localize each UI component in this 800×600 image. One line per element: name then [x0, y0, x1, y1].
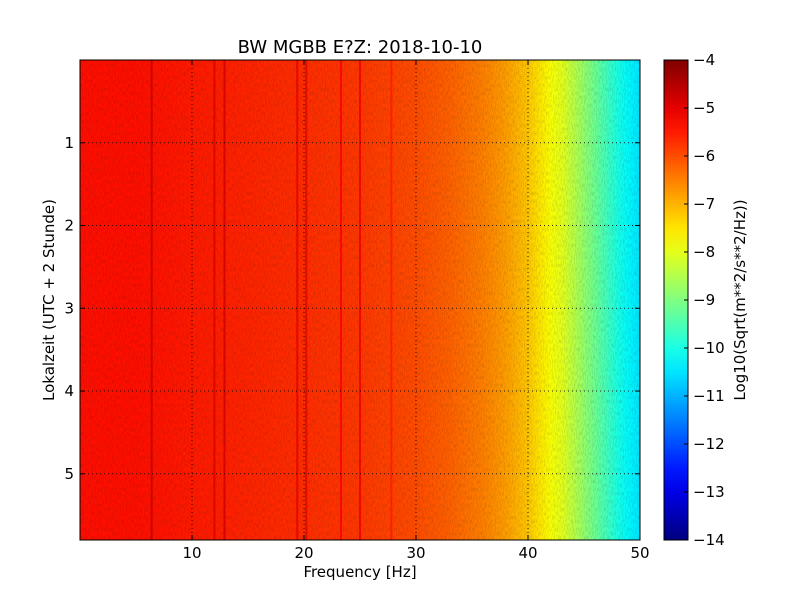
x-tick-label: 40	[518, 544, 537, 562]
colorbar: −4 −5 −6 −7 −8 −9 −10 −11 −12 −13 −14	[663, 51, 725, 549]
colorbar-ticks: −4 −5 −6 −7 −8 −9 −10 −11 −12 −13 −14	[684, 51, 725, 549]
colorbar-tick-label: −9	[693, 291, 715, 309]
x-tick-label: 10	[182, 544, 201, 562]
colorbar-tick-label: −4	[693, 51, 715, 69]
colorbar-tick-label: −6	[693, 147, 715, 165]
x-tick-label: 50	[630, 544, 649, 562]
x-axis-ticks: 10 20 30 40 50	[182, 60, 650, 562]
y-tick-label: 5	[64, 465, 74, 483]
y-axis-ticks: 1 2 3 4 5	[64, 134, 640, 483]
x-axis-label: Frequency [Hz]	[303, 563, 416, 581]
colorbar-tick-label: −13	[693, 483, 725, 501]
y-tick-label: 4	[64, 382, 74, 400]
x-tick-label: 30	[406, 544, 425, 562]
y-tick-label: 3	[64, 299, 74, 317]
colorbar-tick-label: −7	[693, 195, 715, 213]
colorbar-tick-label: −11	[693, 387, 725, 405]
colorbar-label: Log10(Sqrt(m**2/s**2/Hz))	[731, 199, 749, 400]
plot-frame	[79, 59, 641, 541]
y-axis-label: Lokalzeit (UTC + 2 Stunde)	[40, 199, 58, 401]
colorbar-tick-label: −14	[693, 531, 725, 549]
colorbar-tick-label: −12	[693, 435, 725, 453]
narrowband-lines	[150, 60, 393, 540]
colorbar-tick-label: −5	[693, 99, 715, 117]
colorbar-tick-label: −8	[693, 243, 715, 261]
plot-area: 10 20 30 40 50 1 2 3 4 5	[64, 59, 650, 562]
grid	[80, 60, 640, 540]
colorbar-tick-label: −10	[693, 339, 725, 357]
chart-title: BW MGBB E?Z: 2018-10-10	[238, 37, 483, 58]
y-tick-label: 2	[64, 217, 74, 235]
y-tick-label: 1	[64, 134, 74, 152]
x-tick-label: 20	[294, 544, 313, 562]
